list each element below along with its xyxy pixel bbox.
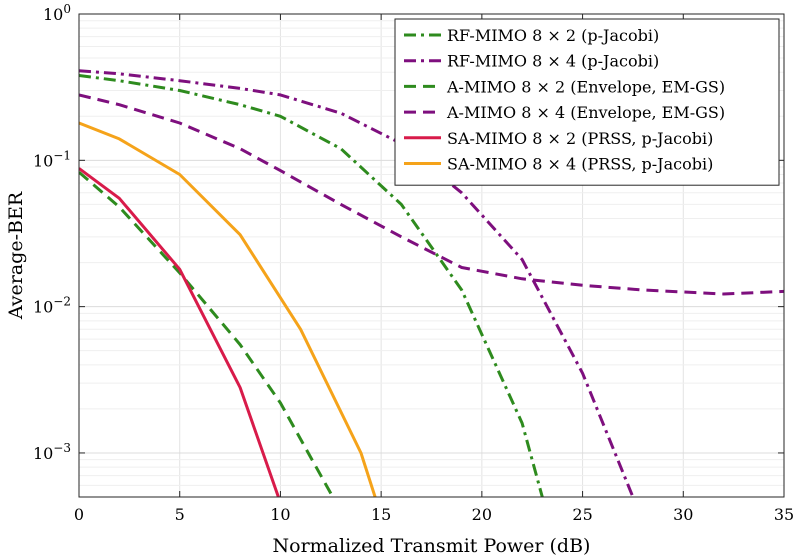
x-tick-label: 20 — [472, 505, 492, 524]
series-line-5 — [79, 167, 280, 497]
legend-label-2: RF-MIMO 8 × 4 (p-Jacobi) — [447, 52, 659, 71]
legend-label-4: A-MIMO 8 × 4 (Envelope, EM-GS) — [446, 103, 725, 122]
legend-box — [394, 18, 780, 186]
x-tick-label: 10 — [270, 505, 290, 524]
legend-label-5: SA-MIMO 8 × 2 (PRSS, p-Jacobi) — [447, 129, 713, 148]
y-axis-title: Average-BER — [5, 191, 27, 320]
x-axis-title: Normalized Transmit Power (dB) — [273, 535, 591, 557]
legend: RF-MIMO 8 × 2 (p-Jacobi) RF-MIMO 8 × 4 (p… — [394, 18, 780, 186]
legend-label-3: A-MIMO 8 × 2 (Envelope, EM-GS) — [446, 77, 725, 96]
series-layer — [79, 69, 784, 497]
legend-label-1: RF-MIMO 8 × 2 (p-Jacobi) — [447, 26, 659, 45]
tick-layer: 0 5 10 15 20 25 30 35 10−3 10−2 10−1 100 — [33, 2, 794, 524]
series-line-6 — [79, 121, 377, 497]
y-tick-label: 10−2 — [33, 295, 71, 317]
series-line-1 — [79, 74, 544, 497]
series-line-2 — [79, 69, 635, 497]
series-line-3 — [79, 171, 335, 497]
x-tick-label: 15 — [371, 505, 391, 524]
legend-label-6: SA-MIMO 8 × 4 (PRSS, p-Jacobi) — [447, 155, 713, 174]
x-tick-label: 0 — [74, 505, 84, 524]
x-tick-label: 25 — [572, 505, 592, 524]
plot-frame — [78, 13, 785, 498]
x-tick-label: 5 — [175, 505, 185, 524]
y-tick-label: 100 — [43, 2, 71, 24]
x-tick-label: 35 — [774, 505, 794, 524]
x-tick-label: 30 — [673, 505, 693, 524]
series-line-4 — [79, 93, 784, 296]
y-tick-label: 10−3 — [33, 441, 71, 463]
y-tick-label: 10−1 — [33, 148, 71, 170]
